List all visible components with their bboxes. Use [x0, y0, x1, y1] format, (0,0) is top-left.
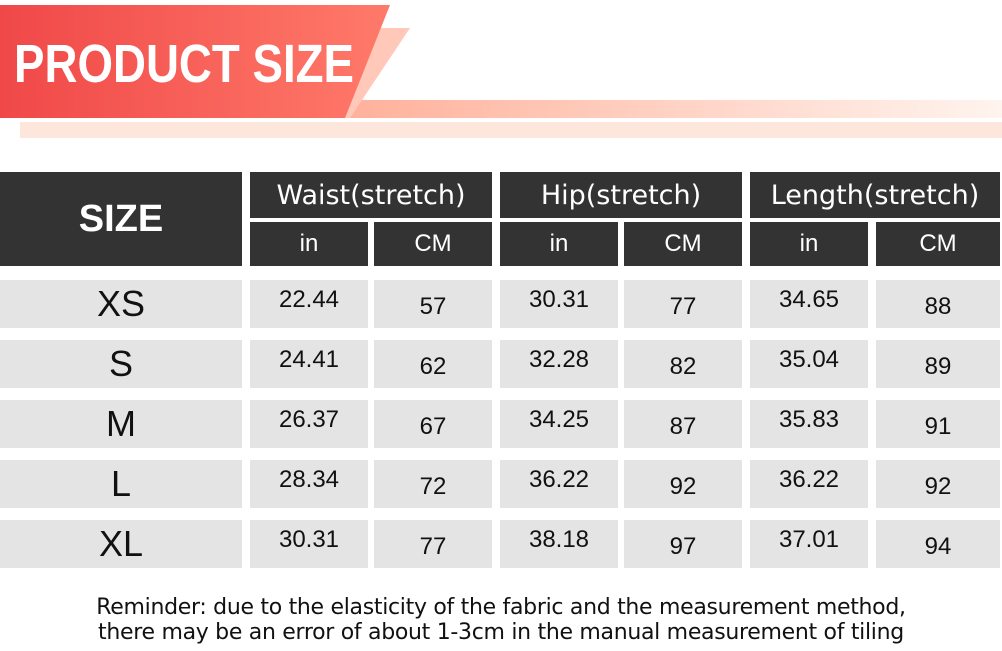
banner: PRODUCT SIZE: [0, 5, 1002, 138]
value-cell: 77: [624, 280, 742, 328]
group-header: Waist(stretch): [250, 172, 492, 218]
value-cell: 38.18: [500, 520, 618, 568]
banner-stripe: [20, 122, 1002, 138]
value-cell: 26.37: [250, 400, 368, 448]
value-cell: 35.83: [750, 400, 868, 448]
value-cell: 91: [876, 400, 1000, 448]
unit-header: in: [750, 222, 868, 266]
value-cell: 92: [624, 460, 742, 508]
unit-header: in: [500, 222, 618, 266]
value-cell: 94: [876, 520, 1000, 568]
value-cell: 97: [624, 520, 742, 568]
value-cell: 24.41: [250, 340, 368, 388]
reminder-line: Reminder: due to the elasticity of the f…: [96, 595, 906, 620]
size-header: SIZE: [0, 172, 242, 266]
value-cell: 92: [876, 460, 1000, 508]
size-cell: XS: [0, 280, 242, 328]
size-cell: L: [0, 460, 242, 508]
value-cell: 34.25: [500, 400, 618, 448]
value-cell: 35.04: [750, 340, 868, 388]
value-cell: 62: [374, 340, 492, 388]
unit-header: CM: [876, 222, 1000, 266]
value-cell: 89: [876, 340, 1000, 388]
value-cell: 57: [374, 280, 492, 328]
value-cell: 72: [374, 460, 492, 508]
banner-title: PRODUCT SIZE: [14, 34, 354, 94]
unit-header: CM: [374, 222, 492, 266]
group-header: Hip(stretch): [500, 172, 742, 218]
value-cell: 87: [624, 400, 742, 448]
value-cell: 67: [374, 400, 492, 448]
size-cell: M: [0, 400, 242, 448]
reminder-line: there may be an error of about 1-3cm in …: [98, 620, 904, 645]
value-cell: 37.01: [750, 520, 868, 568]
size-cell: XL: [0, 520, 242, 568]
value-cell: 34.65: [750, 280, 868, 328]
value-cell: 22.44: [250, 280, 368, 328]
unit-header: in: [250, 222, 368, 266]
value-cell: 32.28: [500, 340, 618, 388]
unit-header: CM: [624, 222, 742, 266]
value-cell: 82: [624, 340, 742, 388]
banner-stripe: [340, 100, 1002, 118]
value-cell: 30.31: [250, 520, 368, 568]
value-cell: 30.31: [500, 280, 618, 328]
size-cell: S: [0, 340, 242, 388]
value-cell: 36.22: [750, 460, 868, 508]
value-cell: 28.34: [250, 460, 368, 508]
group-header: Length(stretch): [750, 172, 1000, 218]
value-cell: 36.22: [500, 460, 618, 508]
value-cell: 88: [876, 280, 1000, 328]
banner-shape: [0, 5, 390, 118]
value-cell: 77: [374, 520, 492, 568]
